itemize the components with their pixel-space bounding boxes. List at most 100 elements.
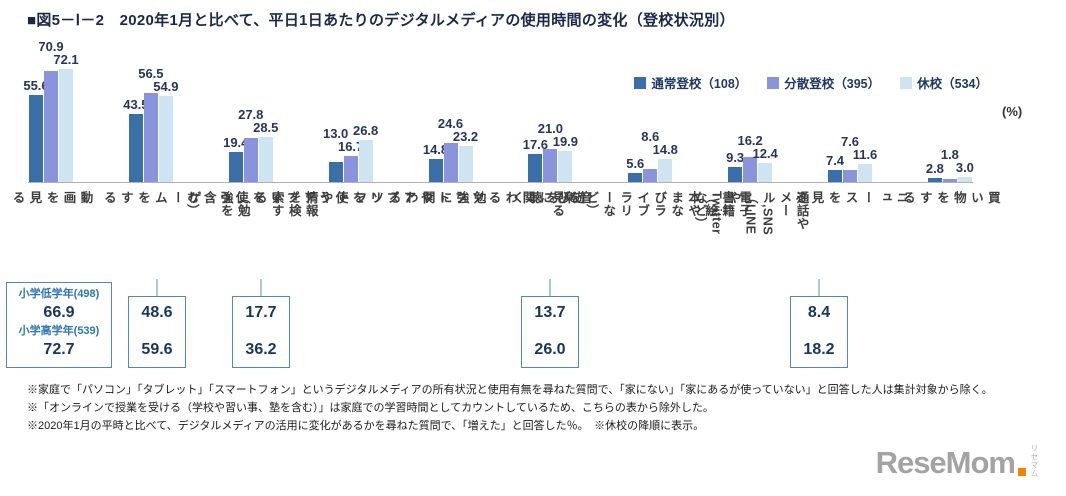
- callout-value: 59.6: [141, 340, 173, 358]
- legend-label: 通常登校（108）: [651, 77, 748, 91]
- callout-value: 66.9: [43, 303, 75, 321]
- bar-value-label: 16.2: [737, 132, 763, 148]
- callout-value: 17.7: [245, 303, 277, 321]
- legend-label: 分散登校（395）: [784, 77, 881, 91]
- category-group-5: 17.6 21.0 19.9 音楽を聴く: [510, 65, 592, 204]
- category-label: 動画を見る: [10, 191, 93, 204]
- bar-value-label: 3.0: [955, 160, 974, 176]
- legend-swatch-icon: [767, 76, 780, 89]
- category-group-3: 13.0 16.7 26.8 勉強に関わるソフトや アプリを使う: [217, 65, 486, 204]
- bar-series-1: [643, 168, 658, 182]
- bar-value-label: 12.4: [752, 145, 778, 161]
- bar-value-label: 24.6: [437, 115, 464, 131]
- bar-series-2: [59, 68, 73, 182]
- bar-value-label: 21.0: [537, 120, 564, 136]
- category-label: 勉強に関わるソフトや アプリを使う: [216, 191, 486, 204]
- bar-series-1: [343, 155, 358, 182]
- footnote-line: ※「オンラインで授業を受ける（学校や習い事、塾を含む）」は家庭での学習時間として…: [27, 402, 714, 414]
- category-group-1: 43.5 56.5 54.9 ゲームをする: [102, 65, 201, 204]
- callout-value: 26.0: [534, 340, 566, 358]
- category-label: 情報を検索する （勉強を含む）: [184, 191, 318, 217]
- footnote-line: ※家庭で「パソコン」「タブレット」「スマートフォン」というデジタルメディアの所有…: [27, 384, 993, 396]
- bar-value-label: 19.9: [552, 133, 579, 149]
- callout-value: 72.7: [43, 340, 75, 358]
- bar-series-1: [843, 170, 857, 182]
- bar-series-2: [758, 162, 773, 182]
- footnote-line: ※2020年1月の平時と比べて、デジタルメディアの活用に変化があるかを尋ねた質問…: [27, 420, 705, 432]
- bar-value-label: 19.4: [223, 134, 249, 150]
- bar-series-0: [29, 94, 43, 182]
- bar-value-label: 54.9: [153, 78, 179, 94]
- callout-box: 8.4 18.2: [790, 296, 848, 368]
- bar-value-label: 1.8: [940, 147, 959, 163]
- bar-value-label: 70.9: [38, 38, 64, 54]
- bar-value-label: 14.8: [422, 141, 449, 157]
- logo-wordmark: ReseMom: [875, 445, 1016, 480]
- page-title: ■図5－Ⅰ－2 2020年1月と比べて、平日1日あたりのデジタルメディアの使用時…: [27, 12, 735, 29]
- callout-box: 17.7 36.2: [232, 296, 290, 368]
- bar-value-label: 43.5: [123, 96, 149, 112]
- bar-value-label: 17.6: [522, 137, 549, 153]
- logo-subtext: リセマム: [1030, 444, 1039, 478]
- callout-value: 48.6: [141, 303, 173, 321]
- bar-series-0: [528, 154, 543, 182]
- logo-orange-dot-icon: [1018, 468, 1026, 476]
- bar-value-label: 72.1: [53, 51, 79, 67]
- bar-value-label: 55.6: [23, 77, 49, 93]
- bar-value-label: 26.8: [352, 122, 379, 138]
- bar-series-0: [128, 113, 143, 182]
- callout-grade-label: 小学高学年(539): [18, 324, 100, 337]
- bar-series-2: [158, 95, 173, 182]
- category-label: 音楽を聴く: [509, 191, 592, 204]
- callout-value: 36.2: [245, 340, 277, 358]
- legend-item-2: 休校（534）: [900, 73, 988, 92]
- callout-value: 13.7: [534, 303, 566, 321]
- category-group-7: 9.3 16.2 12.4 通話やメール,SNS （LINEやTwitterなど）: [693, 65, 809, 236]
- bar-series-0: [828, 170, 842, 182]
- bar-series-2: [957, 177, 972, 182]
- bar-series-2: [458, 145, 473, 182]
- category-label: ゲームをする: [101, 191, 201, 204]
- bar-series-1: [443, 143, 458, 182]
- callout-grade-label: 小学低学年(498): [18, 287, 100, 300]
- bar-value-label: 7.4: [825, 153, 845, 169]
- category-group-0: 55.6 70.9 72.1 動画を見る: [11, 40, 93, 204]
- legend-label: 休校（534）: [917, 77, 988, 91]
- callout-connector-line: [156, 279, 158, 296]
- resemom-logo: ReseMom リセマム: [876, 444, 1040, 478]
- bar-series-2: [358, 139, 373, 182]
- legend-item-1: 分散登校（395）: [767, 73, 880, 92]
- bar-series-1: [543, 149, 558, 182]
- bar-series-1: [942, 179, 957, 182]
- category-label: 遊びに関わるソフトや アプリを使う: [316, 191, 586, 204]
- category-group-6: 5.6 8.6 14.8 電子書籍（絵本や まなびライブラリーなど）を 見る: [550, 65, 751, 217]
- callout-box: 小学低学年(498) 66.9 小学高学年(539) 72.7: [6, 282, 112, 368]
- bar-series-0: [728, 167, 743, 182]
- category-group-8: 7.4 7.6 11.6 ニュースを見る: [793, 65, 909, 204]
- bar-series-0: [328, 161, 343, 182]
- bar-value-label: 56.5: [138, 65, 164, 81]
- bar-value-label: 13.0: [322, 125, 349, 141]
- bar-value-label: 5.6: [626, 156, 645, 172]
- callout-box: 13.7 26.0: [521, 296, 579, 368]
- bar-series-2: [558, 150, 573, 182]
- callout-value: 18.2: [803, 340, 835, 358]
- bar-series-1: [143, 93, 158, 182]
- category-group-4: 14.8 24.6 23.2 遊びに関わるソフトや アプリを使う: [317, 65, 586, 205]
- unit-label: (%): [1002, 104, 1023, 119]
- bar-value-label: 28.5: [253, 120, 279, 136]
- category-label: 通話やメール,SNS （LINEやTwitterなど）: [692, 191, 809, 236]
- category-group-2: 19.4 27.8 28.5 情報を検索する （勉強を含む）: [185, 65, 318, 217]
- callout-connector-line: [260, 279, 262, 296]
- callout-box: 48.6 59.6: [128, 296, 186, 368]
- callout-value: 8.4: [807, 303, 831, 321]
- bar-value-label: 16.7: [337, 138, 364, 154]
- bar-value-label: 9.3: [726, 150, 745, 166]
- footnotes: ※家庭で「パソコン」「タブレット」「スマートフォン」というデジタルメディアの所有…: [27, 381, 993, 435]
- bar-series-2: [858, 163, 872, 182]
- bar-value-label: 14.8: [652, 141, 678, 157]
- bar-chart: 55.6 70.9 72.1 動画を見る 43.5 56.5 54.9 ゲームをする 19.4 2…: [11, 40, 1000, 236]
- legend-swatch-icon: [900, 76, 913, 89]
- category-label: 電子書籍（絵本や まなびライブラリーなど）を 見る: [550, 191, 752, 217]
